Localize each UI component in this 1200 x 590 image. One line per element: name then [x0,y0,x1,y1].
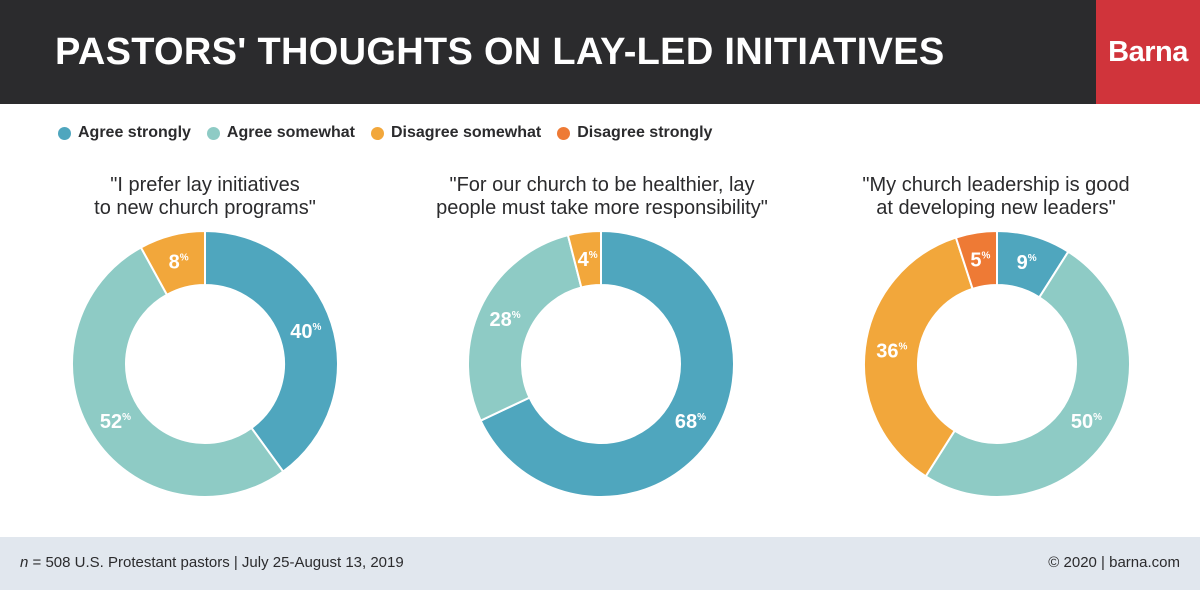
chart-3-title: "My church leadership is good at develop… [862,174,1130,219]
legend-item-disagree-strongly: Disagree strongly [557,124,712,142]
chart-1-title: "I prefer lay initiatives to new church … [94,174,316,219]
slice-agree-somewhat [70,246,285,498]
slice-disagree-somewhat [139,229,206,297]
header-bar: PASTORS' THOUGHTS ON LAY-LED INITIATIVES… [0,0,1200,104]
legend-label: Agree somewhat [226,124,355,141]
legend-swatch [557,126,571,140]
slice-agree-strongly [479,229,735,498]
donut-chart-1: 40%52%8% [70,229,339,498]
legend-swatch [58,126,71,140]
chart-legend: Agree strongly Agree somewhat Disagree s… [58,124,728,142]
chart-2-title: "For our church to be healthier, lay peo… [436,174,768,219]
slice-disagree-somewhat [566,229,602,289]
legend-item-agree-strongly: Agree strongly [58,124,191,142]
sample-note: n = 508 U.S. Protestant pastors | July 2… [20,554,404,571]
donut-chart-2: 68%28%4% [467,229,735,498]
slice-agree-somewhat [467,233,583,422]
legend-label: Disagree strongly [577,124,713,141]
page-title: PASTORS' THOUGHTS ON LAY-LED INITIATIVES [55,31,945,73]
copyright-note: © 2020 | barna.com [1048,554,1180,571]
slice-agree-somewhat [924,250,1132,498]
legend-label: Disagree somewhat [390,124,542,141]
legend-swatch [206,126,220,140]
donut-chart-3: 9%50%36%5% [863,229,1132,498]
legend-swatch [370,126,384,140]
legend-item-disagree-somewhat: Disagree somewhat [370,124,542,142]
slice-agree-strongly [204,229,339,473]
brand-logo: Barna [1096,0,1200,104]
legend-label: Agree strongly [78,124,191,141]
slice-disagree-strongly [954,229,998,291]
legend-item-agree-somewhat: Agree somewhat [206,124,355,142]
slice-disagree-somewhat [863,236,974,478]
footer-bar: n = 508 U.S. Protestant pastors | July 2… [0,537,1200,590]
